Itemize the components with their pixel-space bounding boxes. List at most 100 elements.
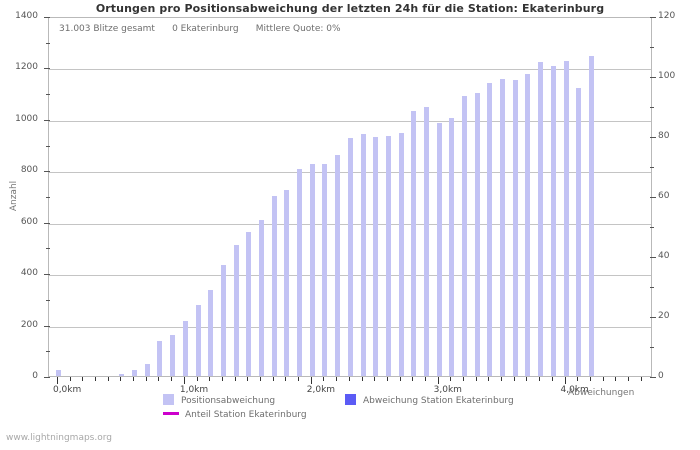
bar [271,196,277,376]
x-axis-minor-tick [361,377,363,381]
y-axis-left-tick [44,171,50,173]
x-axis-minor-tick [615,377,617,381]
x-axis-minor-tick [589,377,591,381]
x-axis-minor-tick [526,377,528,381]
bar [220,265,226,376]
x-axis-minor-tick [285,377,287,381]
x-axis-tick-label: 2,0km [306,385,336,395]
bar [208,289,214,376]
y-axis-left-tick-label: 1400 [15,11,38,21]
x-axis-minor-tick [221,377,223,381]
bar [119,373,125,376]
legend-item[interactable]: Abweichung Station Ekaterinburg [345,394,514,406]
bar [170,334,176,376]
bar [449,117,455,376]
y-axis-right-tick [650,17,656,18]
x-axis-minor-tick [196,377,198,381]
legend-label: Positionsabweichung [181,396,276,406]
x-axis-major-tick [183,377,185,384]
bar [525,73,531,376]
x-axis-major-tick [56,377,58,384]
bar [322,163,328,376]
y-axis-left-minor-tick [46,197,50,198]
bar [373,136,379,376]
bar [309,163,315,376]
bar [487,82,493,376]
bar [462,95,468,376]
y-axis-left-tick [44,222,50,224]
x-axis-minor-tick [234,377,236,381]
y-axis-left-minor-tick [46,94,50,96]
y-axis-right-tick-label: 60 [658,191,670,201]
x-axis-minor-tick [171,377,173,381]
bar [335,154,341,376]
x-axis-minor-tick [120,377,122,381]
y-axis-left-tick-label: 800 [20,165,38,176]
bar [297,169,303,376]
y-axis-left-tick-label: 600 [20,216,38,227]
legend-label: Anteil Station Ekaterinburg [185,410,307,420]
bar [500,79,506,376]
x-axis-tick-label: 1,0km [179,385,209,395]
y-axis-right-tick [650,137,656,138]
y-axis-left-minor-tick [46,42,50,44]
gridline [49,69,651,71]
x-axis: 0,0km 1,0km 2,0km 3,0km 4,0km [48,377,652,399]
bar [144,364,150,376]
y-axis-right-tick [650,77,656,78]
legend-color-swatch [163,394,174,405]
x-axis-minor-tick [336,377,338,381]
x-axis-minor-tick [272,377,274,381]
x-axis-minor-tick [627,377,629,381]
chart-title: Ortungen pro Positionsabweichung der let… [95,2,605,15]
bar [398,133,404,376]
x-axis-minor-tick [640,377,642,381]
y-axis-right-minor-tick [650,167,654,168]
x-axis-minor-tick [260,377,261,381]
x-axis-minor-tick [412,377,414,381]
x-axis-major-tick [310,377,312,384]
bar [132,370,138,376]
y-axis-right-minor-tick [650,227,654,228]
y-axis-right-minor-tick [650,107,654,108]
x-axis-minor-tick [247,377,249,381]
x-axis-minor-tick [551,377,553,381]
y-axis-right-tick-label: 20 [658,311,670,321]
y-axis-right-tick [650,317,656,318]
y-axis-left-minor-tick [46,248,50,250]
legend-item[interactable]: Anteil Station Ekaterinburg [163,410,307,420]
bar-series [49,18,651,376]
x-axis-minor-tick [501,377,503,381]
x-axis-minor-tick [69,377,71,381]
bar [195,305,201,376]
y-axis-right-minor-tick [650,47,654,48]
y-axis-right-tick-label: 120 [658,11,676,21]
y-axis-right-minor-tick [650,347,654,348]
x-axis-minor-tick [602,377,604,381]
y-axis-right-tick [650,257,656,258]
bar [347,138,353,376]
bar [157,341,163,376]
y-axis-right-tick [650,377,656,378]
bar [246,232,252,376]
bar [588,55,594,376]
x-axis-minor-tick [158,377,160,381]
x-axis-tick-label: 0,0km [52,385,82,395]
y-axis-right-tick-label: 0 [658,371,664,381]
bar [576,88,582,376]
y-axis-left-tick [44,377,50,378]
bar [563,61,569,376]
x-axis-major-tick [437,377,439,384]
bar [423,107,429,376]
x-axis-minor-tick [323,377,325,381]
x-axis-tick-label: 3,0km [433,385,462,395]
x-axis-minor-tick [399,377,401,381]
x-axis-minor-tick [298,377,300,381]
y-axis-left-tick [44,119,50,121]
legend-item[interactable]: Positionsabweichung [163,394,275,406]
x-axis-minor-tick [488,377,490,381]
x-axis-minor-tick [513,377,515,381]
y-axis-left-minor-tick [46,299,50,301]
x-axis-minor-tick [450,377,452,381]
bar [474,93,480,376]
